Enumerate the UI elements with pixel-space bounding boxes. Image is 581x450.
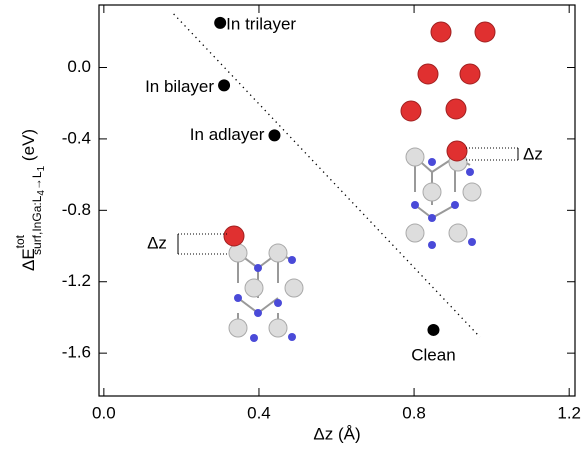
guide-line	[174, 14, 480, 337]
y-tick-label: -0.4	[62, 128, 91, 147]
structure-illustration	[401, 22, 518, 249]
data-point	[214, 17, 226, 29]
data-point	[427, 324, 439, 336]
point-label: Clean	[411, 345, 455, 364]
plot-frame	[99, 5, 575, 396]
x-tick-label: 0.8	[402, 403, 426, 422]
y-label-unit: (eV)	[19, 129, 38, 166]
annotation: Δz	[147, 233, 167, 252]
y-tick-label: -0.8	[62, 200, 91, 219]
point-label: In bilayer	[145, 77, 214, 96]
x-tick-label: 1.2	[557, 403, 581, 422]
y-tick-label: -1.6	[62, 343, 91, 362]
data-point	[218, 79, 230, 91]
y-label-sub: →L	[30, 171, 44, 190]
point-label: In trilayer	[226, 14, 296, 33]
plot-area	[99, 5, 575, 396]
y-tick-label: -1.2	[62, 271, 91, 290]
x-axis-label: Δz (Å)	[313, 424, 360, 443]
annotation: Δz	[523, 144, 543, 163]
y-label-sup: tot	[13, 234, 27, 248]
structure-illustration	[178, 226, 303, 342]
point-label: In adlayer	[190, 125, 265, 144]
chart: Δz (Å) ΔEtotsurf,InGa:L4→L1 (eV) Δz	[0, 0, 581, 450]
y-label-sub: surf,InGa:L	[30, 195, 44, 255]
data-point	[268, 129, 280, 141]
x-tick-label: 0.0	[92, 403, 116, 422]
y-tick-label: 0.0	[67, 57, 91, 76]
x-tick-label: 0.4	[247, 403, 271, 422]
